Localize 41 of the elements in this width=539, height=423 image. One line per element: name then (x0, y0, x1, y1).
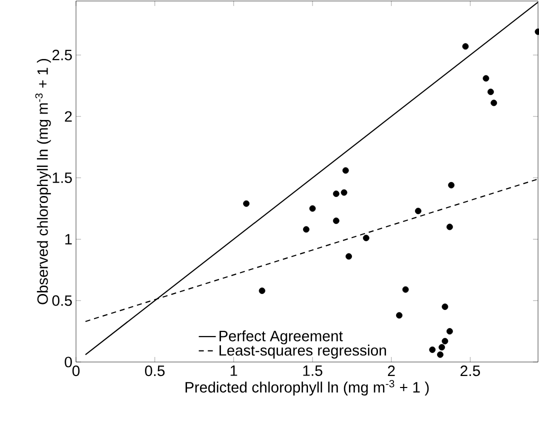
point (442, 304, 448, 310)
point (437, 351, 444, 358)
y-tick-label: 1.5 (52, 172, 72, 184)
y-tick-label: 2.5 (52, 50, 72, 60)
point (342, 167, 349, 174)
point (414, 208, 422, 214)
point (442, 338, 448, 344)
point (396, 312, 402, 319)
point (346, 253, 352, 260)
point (462, 43, 469, 50)
y-tick-label: 2 (64, 111, 72, 122)
point (488, 88, 494, 96)
y-tick-label: 0.5 (52, 295, 72, 306)
point (332, 190, 340, 197)
point (243, 200, 250, 207)
legend-label: Perfect Agreement (220, 330, 343, 344)
point (362, 234, 370, 242)
point (402, 286, 409, 293)
x-tick-label: 1.5 (303, 366, 322, 376)
y-axis-title: Observed chlorophyll ln (mg m$^{-3}$ + 1 ) (35, 58, 51, 304)
x-tick-label: 1 (230, 366, 238, 376)
point (309, 205, 316, 212)
point (490, 100, 498, 106)
y-tick-label: 0 (64, 356, 72, 368)
x-tick-label: 0 (72, 366, 80, 376)
x-axis-title: Predicted chlorophyll ln (mg m$^{-3}$ + 1 ) (186, 380, 429, 396)
point (332, 218, 340, 224)
x-tick-label: 2 (388, 366, 395, 376)
point (446, 328, 453, 334)
point (429, 346, 436, 353)
y-tick-label: 1 (65, 234, 72, 244)
point (482, 75, 490, 82)
point (258, 288, 266, 294)
x-tick-label: 2.5 (460, 366, 480, 376)
point (446, 224, 453, 230)
x-tick-label: 0.5 (145, 366, 165, 376)
legend-label: Least-squares regression (220, 344, 386, 359)
point (438, 344, 446, 350)
point (448, 182, 454, 188)
point (303, 226, 310, 233)
point (340, 189, 348, 196)
